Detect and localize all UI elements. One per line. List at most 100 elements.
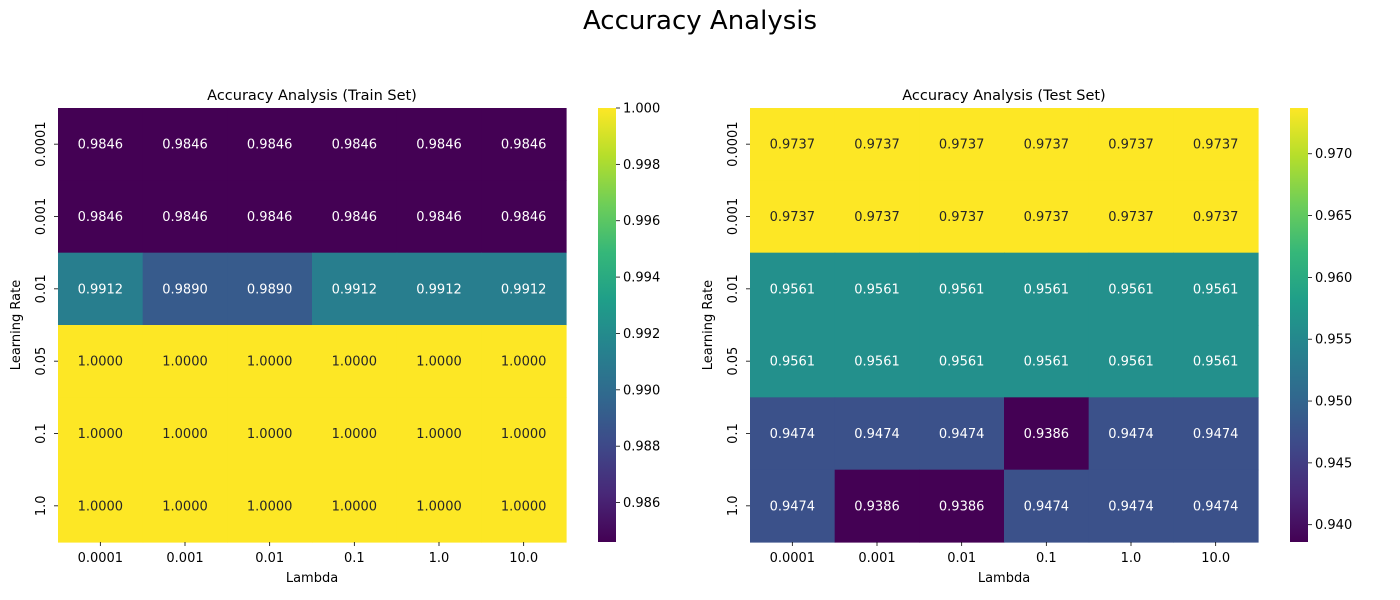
x-tick-label: 0.01: [947, 551, 976, 566]
cell-value-label: 0.9561: [770, 355, 816, 370]
cell-value-label: 0.9737: [939, 210, 985, 225]
heatmap-cell: [58, 108, 144, 181]
colorbar-tick-label: 0.965: [1315, 209, 1352, 224]
x-tick-label: 1.0: [429, 551, 450, 566]
x-tick-label: 0.1: [344, 551, 365, 566]
y-tick-label: 0.05: [34, 347, 49, 376]
cell-value-label: 1.0000: [78, 499, 124, 514]
heatmap-cell: [1004, 397, 1090, 471]
cell-value-label: 0.9561: [939, 282, 985, 297]
heatmap-cell: [227, 469, 313, 543]
figure-title: Accuracy Analysis: [582, 6, 818, 36]
heatmap-cell: [396, 108, 482, 181]
y-tick-label: 1.0: [726, 495, 741, 516]
cell-value-label: 0.9474: [770, 427, 816, 442]
heatmap-cell: [834, 108, 920, 181]
heatmap-cell: [58, 397, 144, 471]
cell-value-label: 0.9561: [939, 355, 985, 370]
heatmap-cell: [58, 469, 144, 543]
heatmap-cell: [227, 108, 313, 181]
heatmap-cell: [750, 252, 836, 326]
y-tick-label: 0.01: [34, 274, 49, 303]
heatmap-cell: [750, 469, 836, 543]
heatmap-cell: [312, 397, 398, 471]
cell-value-label: 0.9561: [1024, 355, 1070, 370]
cell-value-label: 0.9386: [1024, 427, 1070, 442]
cell-value-label: 0.9846: [162, 210, 208, 225]
cell-value-label: 0.9474: [1193, 499, 1239, 514]
cell-value-label: 1.0000: [501, 427, 547, 442]
colorbar: [598, 108, 616, 542]
y-tick-label: 0.05: [726, 347, 741, 376]
heatmap-cell: [1173, 397, 1259, 471]
y-tick-label: 0.0001: [34, 121, 49, 167]
cell-value-label: 0.9737: [1193, 138, 1239, 153]
x-tick-label: 0.001: [166, 551, 203, 566]
heatmap-cell: [1088, 180, 1174, 254]
cell-value-label: 0.9846: [501, 138, 547, 153]
cell-value-label: 0.9912: [416, 282, 462, 297]
cell-value-label: 0.9474: [1108, 427, 1154, 442]
x-tick-label: 10.0: [509, 551, 538, 566]
heatmap-cell: [396, 252, 482, 326]
cell-value-label: 0.9846: [416, 210, 462, 225]
cell-value-label: 1.0000: [501, 499, 547, 514]
heatmap-cell: [834, 397, 920, 471]
cell-value-label: 1.0000: [162, 499, 208, 514]
colorbar-tick-label: 0.950: [1315, 395, 1352, 410]
x-axis-label: Lambda: [286, 571, 338, 586]
heatmap-cell: [834, 325, 920, 398]
heatmap-cell: [919, 325, 1005, 398]
cell-value-label: 1.0000: [416, 355, 462, 370]
heatmap-cell: [58, 180, 144, 254]
cell-value-label: 0.9474: [854, 427, 900, 442]
heatmap-cell: [142, 325, 228, 398]
cell-value-label: 0.9561: [1108, 355, 1154, 370]
colorbar-tick-label: 0.998: [623, 158, 660, 173]
heatmap-cell: [481, 180, 567, 254]
x-axis-label: Lambda: [978, 571, 1030, 586]
heatmap-cell: [1088, 108, 1174, 181]
x-tick-label: 0.0001: [78, 551, 124, 566]
heatmap-cell: [481, 469, 567, 543]
heatmap-cell: [1004, 108, 1090, 181]
heatmap-cell: [750, 397, 836, 471]
cell-value-label: 0.9561: [1193, 355, 1239, 370]
colorbar-tick-label: 0.970: [1315, 147, 1352, 162]
heatmap-cell: [1088, 469, 1174, 543]
cell-value-label: 0.9737: [1024, 138, 1070, 153]
cell-value-label: 0.9474: [939, 427, 985, 442]
x-tick-label: 0.1: [1036, 551, 1057, 566]
cell-value-label: 0.9474: [770, 499, 816, 514]
colorbar-tick-label: 0.955: [1315, 333, 1352, 348]
colorbar-tick-label: 0.940: [1315, 518, 1352, 533]
heatmap-cell: [396, 180, 482, 254]
cell-value-label: 1.0000: [332, 499, 378, 514]
heatmap-cell: [58, 252, 144, 326]
colorbar: [1290, 108, 1308, 542]
heatmap-cell: [919, 108, 1005, 181]
cell-value-label: 1.0000: [332, 427, 378, 442]
cell-value-label: 0.9737: [1024, 210, 1070, 225]
heatmap-cell: [142, 108, 228, 181]
y-tick-label: 0.001: [34, 198, 49, 235]
heatmap-cell: [396, 325, 482, 398]
heatmap-panel-2: Accuracy Analysis (Test Set) 0.9737 0.9737…: [701, 88, 1352, 586]
colorbar-tick-label: 0.988: [623, 440, 660, 455]
cell-value-label: 0.9912: [332, 282, 378, 297]
cell-value-label: 0.9846: [247, 138, 293, 153]
heatmap-cell: [142, 469, 228, 543]
heatmap-cell: [1004, 469, 1090, 543]
cell-value-label: 0.9474: [1193, 427, 1239, 442]
cell-value-label: 1.0000: [247, 427, 293, 442]
cell-value-label: 0.9561: [1024, 282, 1070, 297]
heatmap-cell: [919, 469, 1005, 543]
colorbar-tick-label: 0.996: [623, 214, 660, 229]
heatmap-cell: [1173, 469, 1259, 543]
cell-value-label: 0.9386: [939, 499, 985, 514]
heatmap-cell: [750, 325, 836, 398]
heatmap-cell: [312, 108, 398, 181]
heatmap-cell: [227, 180, 313, 254]
cell-value-label: 0.9386: [854, 499, 900, 514]
heatmap-title: Accuracy Analysis (Test Set): [902, 88, 1105, 104]
